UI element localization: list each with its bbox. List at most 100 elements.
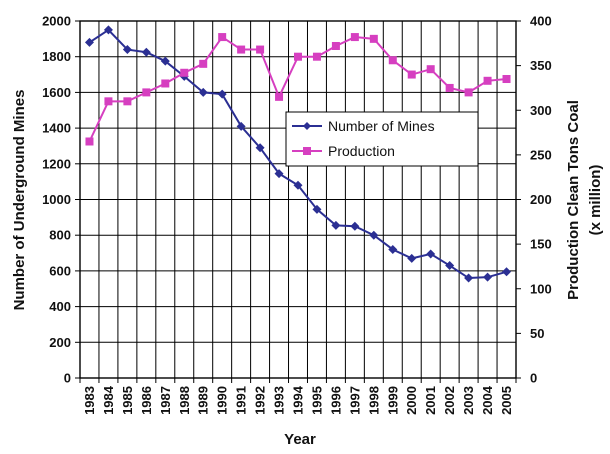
right-axis-ticks: 0 50 100 150 200 250 300 350 400 <box>516 14 552 386</box>
data-point-mines <box>255 143 265 153</box>
x-tick-label: 1997 <box>347 386 362 415</box>
data-point-production <box>256 45 265 54</box>
data-point-mines <box>331 220 341 230</box>
legend-label-mines: Number of Mines <box>328 118 435 134</box>
data-point-production <box>199 59 208 68</box>
data-point-mines <box>160 56 170 66</box>
data-point-production <box>275 92 284 101</box>
left-tick-label: 200 <box>49 335 71 350</box>
data-point-production <box>464 88 473 97</box>
left-tick-label: 1200 <box>42 156 71 171</box>
grid <box>80 20 516 379</box>
series-mines <box>84 25 512 283</box>
right-tick-label: 50 <box>530 326 544 341</box>
data-point-production <box>502 75 511 84</box>
data-point-mines <box>502 267 512 277</box>
right-tick-label: 350 <box>530 58 552 73</box>
left-tick-label: 0 <box>64 371 71 386</box>
y-axis-left-title: Number of Underground Mines <box>11 90 28 311</box>
y-axis-right-title-line1: Production Clean Tons Coal <box>565 100 582 300</box>
x-tick-label: 2001 <box>423 386 438 415</box>
data-point-production <box>161 79 170 88</box>
x-tick-label: 1998 <box>366 386 381 415</box>
data-point-mines <box>274 169 284 179</box>
x-tick-label: 2002 <box>442 386 457 415</box>
left-tick-label: 1600 <box>42 85 71 100</box>
x-tick-label: 1995 <box>309 386 324 415</box>
data-point-mines <box>122 45 132 55</box>
y-axis-right-title-line2: (x million) <box>587 165 604 236</box>
legend-label-production: Production <box>328 143 395 159</box>
data-point-production <box>331 41 340 50</box>
data-point-production <box>237 45 246 54</box>
data-point-mines <box>141 47 151 57</box>
left-axis-ticks: 0 200 400 600 800 1000 1200 1400 1600 1800 2000 <box>42 14 80 386</box>
data-point-mines <box>236 121 246 131</box>
data-point-production <box>85 137 94 146</box>
left-tick-label: 2000 <box>42 14 71 29</box>
data-point-mines <box>483 272 493 282</box>
x-tick-label: 1994 <box>291 385 306 415</box>
x-tick-label: 1984 <box>101 385 116 415</box>
data-point-production <box>123 97 132 106</box>
legend-marker-production <box>303 147 311 155</box>
data-point-mines <box>445 261 455 271</box>
x-tick-label: 1989 <box>196 386 211 415</box>
data-point-mines <box>84 37 94 47</box>
x-tick-label: 2005 <box>499 386 514 415</box>
series-layer <box>84 25 512 283</box>
data-point-production <box>104 97 113 106</box>
data-point-mines <box>464 273 474 283</box>
right-tick-label: 0 <box>530 371 537 386</box>
data-point-production <box>483 76 492 85</box>
x-tick-label: 2000 <box>404 386 419 415</box>
legend: Number of Mines Production <box>285 111 479 167</box>
data-point-production <box>180 68 189 77</box>
x-tick-label: 1988 <box>177 386 192 415</box>
x-tick-label: 1985 <box>120 386 135 415</box>
x-tick-label: 1992 <box>253 386 268 415</box>
right-tick-label: 300 <box>530 103 552 118</box>
legend-marker-mines <box>303 122 311 130</box>
data-point-production <box>312 52 321 61</box>
data-point-production <box>445 83 454 92</box>
data-point-production <box>142 88 151 97</box>
data-point-mines <box>217 89 227 99</box>
data-point-mines <box>198 87 208 97</box>
data-point-production <box>388 56 397 65</box>
data-point-production <box>369 34 378 43</box>
left-tick-label: 1000 <box>42 192 71 207</box>
data-point-mines <box>388 244 398 254</box>
right-tick-label: 400 <box>530 14 552 29</box>
right-tick-label: 250 <box>530 147 552 162</box>
data-point-production <box>218 33 227 42</box>
x-axis-ticks: 1983 1984 1985 1986 1987 1988 1989 1990 1991 1992… <box>79 378 517 415</box>
x-tick-label: 1987 <box>158 386 173 415</box>
series-production <box>85 33 511 146</box>
x-tick-label: 1996 <box>328 386 343 415</box>
x-tick-label: 2003 <box>461 386 476 415</box>
left-tick-label: 600 <box>49 263 71 278</box>
x-tick-label: 1993 <box>272 386 287 415</box>
right-tick-label: 100 <box>530 281 552 296</box>
data-point-mines <box>369 230 379 240</box>
left-tick-label: 1400 <box>42 121 71 136</box>
left-tick-label: 1800 <box>42 49 71 64</box>
x-tick-label: 1990 <box>215 386 230 415</box>
data-point-production <box>350 33 359 42</box>
legend-box <box>285 111 479 167</box>
data-point-mines <box>350 221 360 231</box>
data-point-mines <box>312 204 322 214</box>
x-axis-title: Year <box>284 431 316 448</box>
x-tick-label: 1983 <box>82 386 97 415</box>
x-tick-label: 2004 <box>480 385 495 415</box>
right-tick-label: 150 <box>530 237 552 252</box>
right-tick-label: 200 <box>530 192 552 207</box>
data-point-production <box>294 52 302 61</box>
data-point-production <box>426 65 435 74</box>
x-tick-label: 1999 <box>385 386 400 415</box>
x-tick-label: 1986 <box>139 386 154 415</box>
left-tick-label: 400 <box>49 299 71 314</box>
